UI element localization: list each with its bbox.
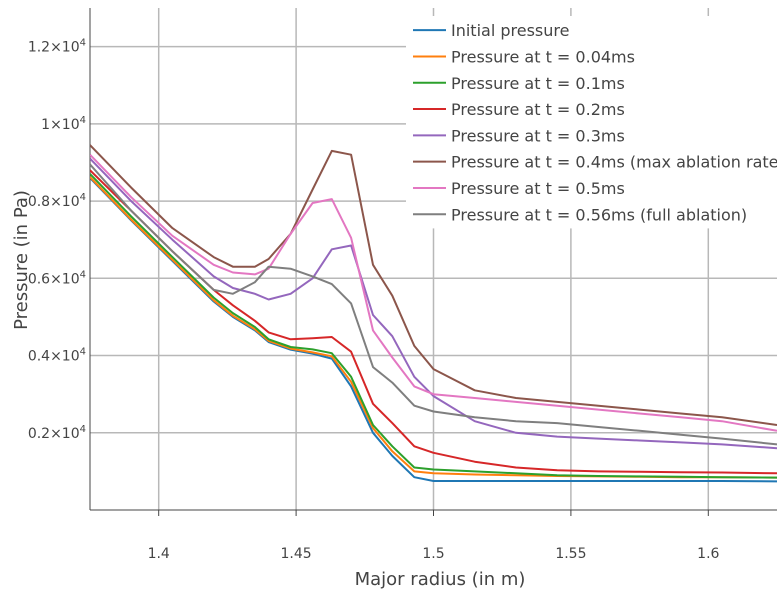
axes: 1.4 1.45 1.5 1.55 1.60.2×1040.4×1040.6×1040.… <box>28 8 777 562</box>
y-tick-mantissa: 0.2×10 <box>28 426 80 442</box>
y-tick-label: 0.8×104 <box>28 192 86 210</box>
y-tick-label: 0.2×104 <box>28 424 86 442</box>
y-tick-exponent: 4 <box>80 347 86 358</box>
legend-label: Pressure at t = 0.04ms <box>451 47 635 66</box>
series-line-5 <box>90 144 777 426</box>
x-tick-label: 1.4 <box>148 546 170 562</box>
legend-background <box>406 16 777 229</box>
series-line-4 <box>90 157 777 450</box>
y-tick-mantissa: 1×10 <box>41 117 79 133</box>
series-line-3 <box>90 169 777 475</box>
x-tick-label: 1.6 <box>697 546 719 562</box>
legend-item[interactable]: Pressure at t = 0.5ms <box>413 179 625 198</box>
legend-label: Pressure at t = 0.5ms <box>451 179 625 198</box>
y-tick-exponent: 4 <box>80 192 86 203</box>
legend-item[interactable]: Pressure at t = 0.3ms <box>413 126 625 145</box>
legend-label: Pressure at t = 0.2ms <box>451 100 625 119</box>
legend-item[interactable]: Pressure at t = 0.56ms (full ablation) <box>413 205 747 224</box>
y-tick-exponent: 4 <box>80 269 86 280</box>
x-tick-label: 1.55 <box>555 546 586 562</box>
legend-item[interactable]: Initial pressure <box>413 21 569 40</box>
y-tick-mantissa: 0.8×10 <box>28 194 80 210</box>
y-tick-mantissa: 1.2×10 <box>28 40 80 56</box>
y-tick-exponent: 4 <box>80 115 86 126</box>
y-tick-label: 1×104 <box>41 115 86 133</box>
series-line-6 <box>90 154 777 432</box>
y-tick-exponent: 4 <box>80 38 86 49</box>
y-tick-label: 0.4×104 <box>28 347 86 365</box>
x-tick-label: 1.45 <box>281 546 312 562</box>
y-tick-mantissa: 0.4×10 <box>28 349 80 365</box>
series-line-2 <box>90 173 777 479</box>
legend-label: Pressure at t = 0.4ms (max ablation rate… <box>451 153 777 172</box>
y-tick-label: 0.6×104 <box>28 269 86 287</box>
legend-label: Pressure at t = 0.56ms (full ablation) <box>451 205 747 224</box>
legend-item[interactable]: Pressure at t = 0.4ms (max ablation rate… <box>413 153 777 172</box>
series-line-7 <box>90 163 777 446</box>
legend-item[interactable]: Pressure at t = 0.04ms <box>413 47 635 66</box>
y-axis-title: Pressure (in Pa) <box>11 190 32 330</box>
legend-label: Pressure at t = 0.1ms <box>451 74 625 93</box>
legend: Initial pressure Pressure at t = 0.04ms Pr… <box>406 16 777 229</box>
legend-label: Pressure at t = 0.3ms <box>451 126 625 145</box>
x-tick-label: 1.5 <box>422 546 444 562</box>
series-lines <box>90 144 777 483</box>
legend-item[interactable]: Pressure at t = 0.1ms <box>413 74 625 93</box>
y-tick-exponent: 4 <box>80 424 86 435</box>
y-tick-label: 1.2×104 <box>28 38 86 56</box>
y-tick-mantissa: 0.6×10 <box>28 271 80 287</box>
x-axis-title: Major radius (in m) <box>355 569 526 590</box>
legend-item[interactable]: Pressure at t = 0.2ms <box>413 100 625 119</box>
legend-label: Initial pressure <box>451 21 569 40</box>
